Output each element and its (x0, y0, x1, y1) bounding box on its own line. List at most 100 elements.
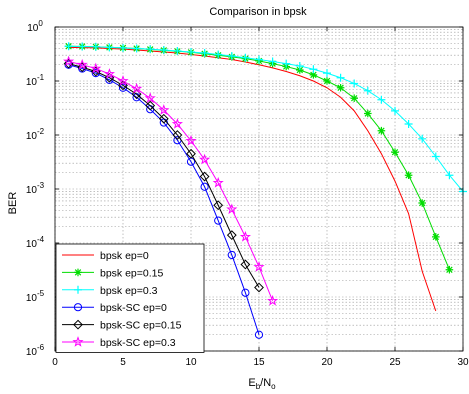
legend-label: bpsk ep=0.15 (100, 267, 164, 279)
data-point (172, 130, 183, 140)
series-line (68, 60, 274, 301)
data-point (377, 95, 386, 104)
data-point (309, 71, 318, 79)
data-point (91, 42, 100, 51)
series-bpsk-ep-0-3 (64, 42, 467, 196)
data-point (363, 86, 372, 95)
data-point (159, 46, 168, 55)
x-tick-label: 15 (253, 357, 265, 368)
data-point (445, 265, 454, 274)
data-point (296, 66, 304, 74)
data-point (214, 216, 223, 225)
series-line (68, 46, 437, 312)
data-point (200, 182, 209, 191)
legend-label: bpsk-SC ep=0.3 (100, 337, 176, 349)
data-point (295, 61, 304, 70)
data-point (227, 52, 236, 61)
data-point (336, 83, 345, 92)
data-point (171, 118, 183, 129)
legend-label: bpsk ep=0 (100, 250, 149, 262)
data-point (63, 55, 75, 67)
tick-labels: 0 5 10 15 20 25 30 100 10-1 10-2 10-3 10-4 10-5 10-6 (26, 19, 469, 368)
data-point (213, 200, 224, 211)
axes (54, 26, 464, 352)
data-point (74, 285, 82, 294)
data-point (185, 134, 197, 146)
data-point (445, 171, 454, 180)
data-point (105, 43, 114, 52)
data-point (267, 294, 279, 306)
data-point (336, 73, 345, 82)
legend-box (55, 243, 205, 353)
legend-entry: bpsk-SC ep=0.15 (62, 320, 182, 332)
series-line (68, 63, 260, 288)
data-point (254, 282, 264, 293)
data-point (227, 250, 236, 260)
data-point (350, 79, 359, 88)
data-point (431, 152, 440, 161)
x-tick-label: 25 (389, 357, 401, 368)
data-point (173, 46, 182, 55)
data-point (146, 45, 155, 54)
x-tick-label: 0 (52, 357, 58, 368)
y-tick-label: 10-2 (26, 127, 45, 142)
y-tick-label: 10-1 (26, 73, 45, 88)
data-point (255, 55, 263, 64)
data-point (404, 119, 413, 128)
y-tick-label: 10-6 (26, 343, 45, 358)
y-tick-label: 10-4 (26, 235, 45, 250)
data-point (404, 171, 413, 180)
data-point (119, 43, 127, 52)
data-point (282, 59, 291, 68)
series-layer (63, 42, 467, 339)
data-point (364, 109, 372, 118)
series-bpsk-ep-0 (68, 46, 437, 312)
data-point (212, 176, 224, 188)
data-point (254, 330, 264, 339)
data-point (391, 106, 399, 115)
chart-title: Comparison in bpsk (209, 6, 307, 18)
x-tick-label: 20 (321, 357, 333, 368)
data-point (309, 65, 318, 74)
data-point (432, 233, 440, 241)
legend-label: bpsk ep=0.3 (100, 285, 158, 297)
legend-entry: bpsk-SC ep=0.3 (62, 336, 176, 349)
data-point (103, 68, 115, 79)
data-point (104, 72, 115, 83)
data-point (226, 203, 238, 215)
data-point (350, 94, 358, 103)
data-point (323, 77, 331, 85)
data-point (241, 288, 250, 297)
data-point (240, 259, 251, 270)
data-point (418, 199, 426, 207)
x-tick-label: 30 (457, 357, 469, 368)
legend-label: bpsk-SC ep=0 (100, 302, 167, 314)
data-point (90, 62, 102, 74)
data-point (418, 134, 427, 143)
data-point (377, 126, 386, 135)
data-point (131, 82, 143, 94)
x-tick-label: 10 (185, 357, 197, 368)
y-axis-label: BER (7, 192, 19, 215)
x-tick-label: 5 (120, 357, 126, 368)
data-point (73, 303, 83, 312)
data-point (158, 113, 169, 124)
data-point (187, 47, 195, 56)
y-tick-label: 100 (27, 19, 43, 34)
data-point (158, 104, 170, 115)
legend-entry: bpsk-SC ep=0 (62, 302, 167, 314)
legend: bpsk ep=0 bpsk ep=0.15 bpsk ep=0.3 bpsk-SC … (55, 243, 205, 353)
legend-entry: bpsk ep=0.15 (62, 267, 164, 279)
data-point (64, 42, 73, 51)
data-point (214, 50, 223, 59)
data-point (73, 319, 83, 330)
legend-entry: bpsk ep=0.3 (62, 285, 158, 297)
data-point (268, 57, 277, 66)
data-point (117, 75, 129, 86)
data-point (239, 230, 251, 242)
x-axis-label: Eb/No (248, 377, 276, 391)
data-point (253, 261, 265, 272)
data-point (199, 171, 210, 182)
data-point (199, 153, 211, 165)
